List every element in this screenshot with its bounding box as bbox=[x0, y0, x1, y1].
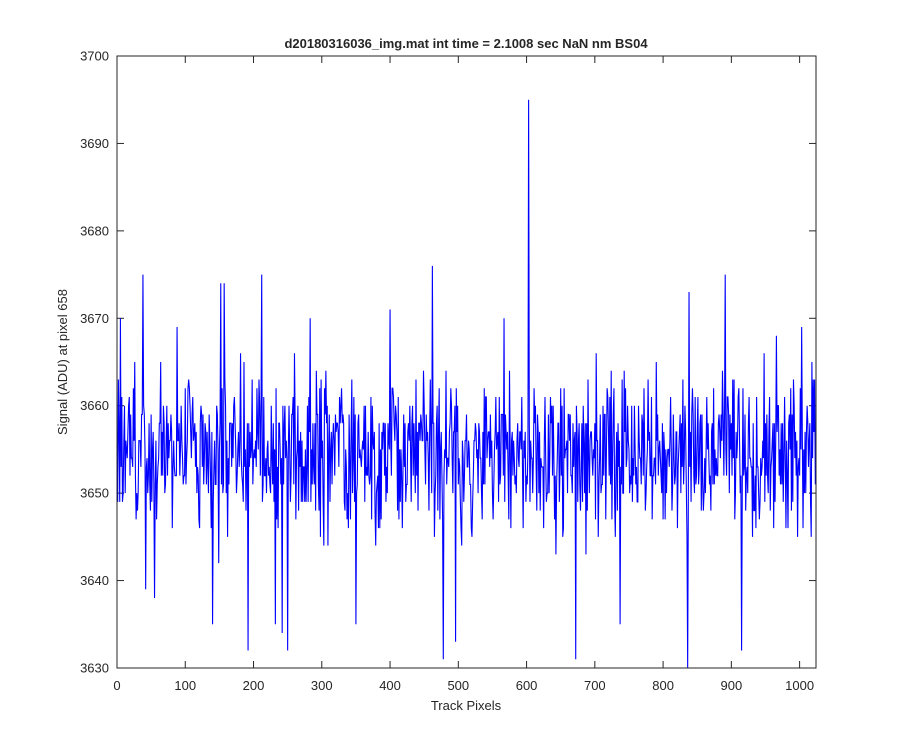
y-tick-label: 3640 bbox=[80, 573, 109, 588]
y-tick-label: 3680 bbox=[80, 223, 109, 238]
x-axis-label: Track Pixels bbox=[431, 698, 502, 713]
y-tick-label: 3630 bbox=[80, 661, 109, 676]
x-tick-label: 200 bbox=[243, 678, 265, 693]
x-tick-label: 1000 bbox=[785, 678, 814, 693]
y-tick-label: 3670 bbox=[80, 311, 109, 326]
plot-frame bbox=[116, 55, 817, 669]
plot-area bbox=[117, 56, 816, 668]
y-axis-ticks: 3630 3640 3650 3660 3670 3680 3690 3700 bbox=[80, 49, 816, 676]
x-tick-label: 300 bbox=[311, 678, 333, 693]
signal-series-line bbox=[116, 99, 816, 669]
y-tick-label: 3650 bbox=[80, 486, 109, 501]
x-tick-label: 900 bbox=[721, 678, 743, 693]
x-tick-label: 500 bbox=[447, 678, 469, 693]
x-tick-label: 100 bbox=[174, 678, 196, 693]
x-tick-label: 0 bbox=[113, 678, 120, 693]
y-tick-label: 3660 bbox=[80, 398, 109, 413]
chart-title: d20180316036_img.mat int time = 2.1008 s… bbox=[284, 36, 648, 51]
y-axis-label: Signal (ADU) at pixel 658 bbox=[55, 289, 70, 435]
y-tick-label: 3700 bbox=[80, 49, 109, 64]
x-tick-label: 800 bbox=[652, 678, 674, 693]
x-tick-label: 700 bbox=[584, 678, 606, 693]
x-tick-label: 600 bbox=[516, 678, 538, 693]
x-tick-label: 400 bbox=[379, 678, 401, 693]
x-axis-ticks: 0 100 200 300 400 500 600 700 800 900 1000 bbox=[113, 56, 814, 693]
y-tick-label: 3690 bbox=[80, 136, 109, 151]
series-layer bbox=[116, 99, 816, 669]
